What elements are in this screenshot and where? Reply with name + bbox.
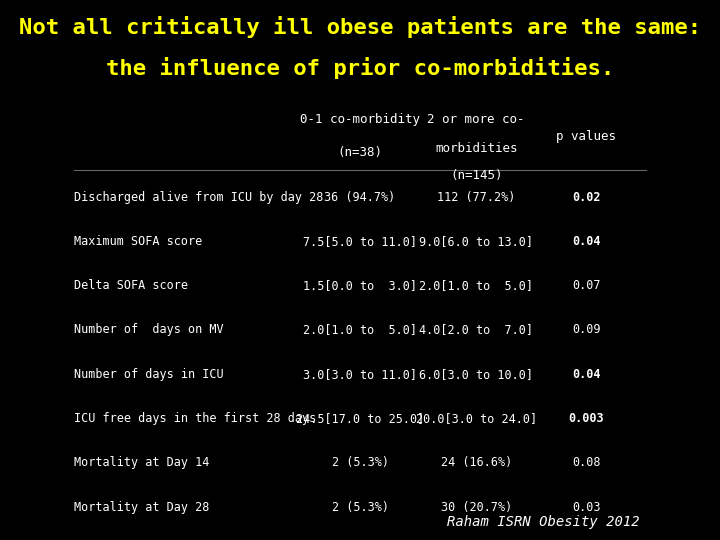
Text: Maximum SOFA score: Maximum SOFA score [74, 235, 202, 248]
Text: 2 (5.3%): 2 (5.3%) [331, 456, 389, 469]
Text: 0.04: 0.04 [572, 368, 600, 381]
Text: morbidities: morbidities [435, 142, 518, 155]
Text: Mortality at Day 28: Mortality at Day 28 [74, 501, 210, 514]
Text: p values: p values [557, 130, 616, 143]
Text: 36 (94.7%): 36 (94.7%) [325, 191, 395, 204]
Text: 0.04: 0.04 [572, 235, 600, 248]
Text: Discharged alive from ICU by day 28: Discharged alive from ICU by day 28 [74, 191, 323, 204]
Text: 6.0[3.0 to 10.0]: 6.0[3.0 to 10.0] [419, 368, 534, 381]
Text: Number of  days on MV: Number of days on MV [74, 323, 224, 336]
Text: 2 (5.3%): 2 (5.3%) [331, 501, 389, 514]
Text: Raham ISRN Obesity 2012: Raham ISRN Obesity 2012 [447, 515, 640, 529]
Text: 0.08: 0.08 [572, 456, 600, 469]
Text: 3.0[3.0 to 11.0]: 3.0[3.0 to 11.0] [303, 368, 417, 381]
Text: 0.003: 0.003 [569, 412, 604, 425]
Text: 0.07: 0.07 [572, 279, 600, 292]
Text: 112 (77.2%): 112 (77.2%) [437, 191, 516, 204]
Text: Not all critically ill obese patients are the same:: Not all critically ill obese patients ar… [19, 16, 701, 38]
Text: the influence of prior co-morbidities.: the influence of prior co-morbidities. [106, 57, 614, 79]
Text: 1.5[0.0 to  3.0]: 1.5[0.0 to 3.0] [303, 279, 417, 292]
Text: 7.5[5.0 to 11.0]: 7.5[5.0 to 11.0] [303, 235, 417, 248]
Text: 0-1 co-morbidity: 0-1 co-morbidity [300, 113, 420, 126]
Text: 24.5[17.0 to 25.0]: 24.5[17.0 to 25.0] [296, 412, 424, 425]
Text: (n=38): (n=38) [338, 146, 382, 159]
Text: 0.09: 0.09 [572, 323, 600, 336]
Text: 24 (16.6%): 24 (16.6%) [441, 456, 512, 469]
Text: (n=145): (n=145) [450, 169, 503, 182]
Text: 2.0[1.0 to  5.0]: 2.0[1.0 to 5.0] [303, 323, 417, 336]
Text: 4.0[2.0 to  7.0]: 4.0[2.0 to 7.0] [419, 323, 534, 336]
Text: 20.0[3.0 to 24.0]: 20.0[3.0 to 24.0] [415, 412, 536, 425]
Text: 30 (20.7%): 30 (20.7%) [441, 501, 512, 514]
Text: ICU free days in the first 28 days: ICU free days in the first 28 days [74, 412, 316, 425]
Text: 0.02: 0.02 [572, 191, 600, 204]
Text: 2.0[1.0 to  5.0]: 2.0[1.0 to 5.0] [419, 279, 534, 292]
Text: Delta SOFA score: Delta SOFA score [74, 279, 188, 292]
Text: 9.0[6.0 to 13.0]: 9.0[6.0 to 13.0] [419, 235, 534, 248]
Text: Mortality at Day 14: Mortality at Day 14 [74, 456, 210, 469]
Text: 0.03: 0.03 [572, 501, 600, 514]
Text: 2 or more co-: 2 or more co- [428, 113, 525, 126]
Text: Number of days in ICU: Number of days in ICU [74, 368, 224, 381]
